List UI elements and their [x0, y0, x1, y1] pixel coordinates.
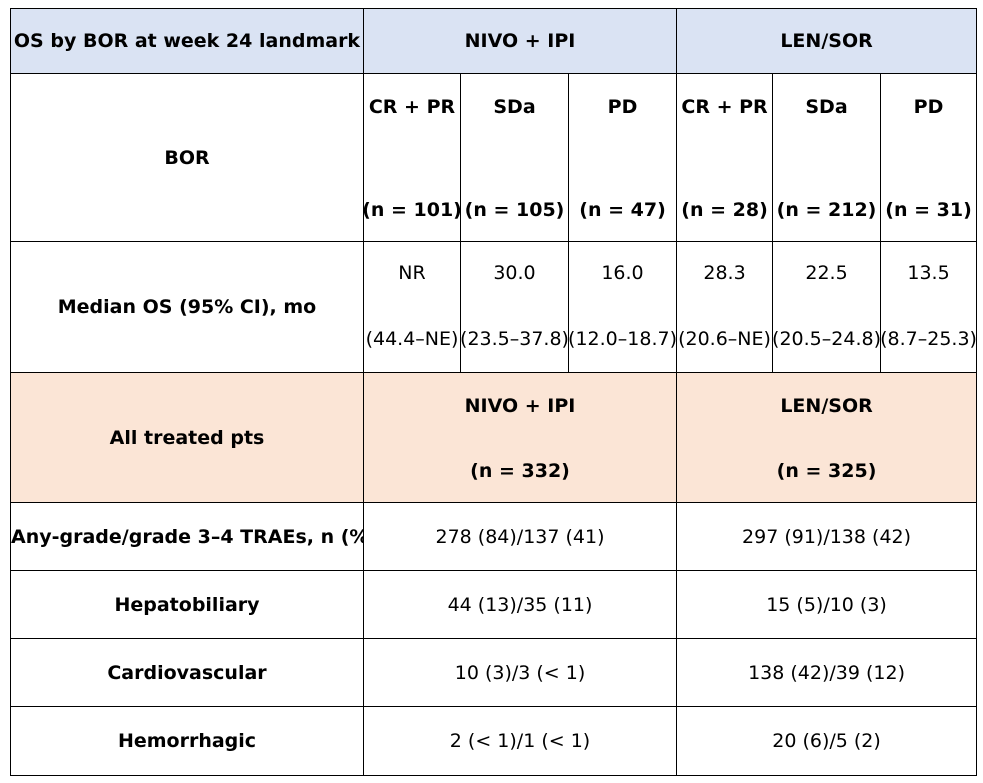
trae-value-nivo-ipi: 10 (3)/3 (< 1): [362, 638, 678, 707]
bor-group-cell: SDa (n = 212): [772, 73, 882, 242]
treated-arm-len-sor: LEN/SOR (n = 325): [676, 372, 978, 503]
bor-group-cell: PD (n = 47): [567, 73, 678, 242]
trae-value-len-sor: 15 (5)/10 (3): [676, 570, 978, 639]
trae-row: Any-grade/grade 3–4 TRAEs, n (%) 278 (84…: [10, 502, 978, 571]
bor-group-name: SDa: [493, 96, 536, 118]
arm-header-nivo-ipi: NIVO + IPI: [362, 8, 678, 74]
trae-row: Cardiovascular 10 (3)/3 (< 1) 138 (42)/3…: [10, 638, 978, 707]
treated-arm-n: (n = 325): [776, 460, 877, 482]
os-value-cell: 30.0 (23.5–37.8): [460, 241, 569, 373]
bor-group-n: (n = 31): [885, 199, 972, 221]
os-value-cell: 22.5 (20.5–24.8): [772, 241, 882, 373]
trae-value-len-sor: 20 (6)/5 (2): [676, 706, 978, 776]
bor-group-n: (n = 105): [464, 199, 565, 221]
os-median: NR: [398, 262, 426, 284]
trae-row: Hepatobiliary 44 (13)/35 (11) 15 (5)/10 …: [10, 570, 978, 639]
os-value-cell: 16.0 (12.0–18.7): [567, 241, 678, 373]
treated-label: All treated pts: [10, 372, 364, 503]
os-value-cell: 13.5 (8.7–25.3): [880, 241, 978, 373]
os-ci: (23.5–37.8): [460, 328, 569, 350]
trae-value-len-sor: 297 (91)/138 (42): [676, 502, 978, 571]
os-median: 30.0: [493, 262, 536, 284]
bor-group-cell: CR + PR (n = 101): [363, 73, 461, 242]
bor-group-cell: SDa (n = 105): [460, 73, 569, 242]
bor-group-n: (n = 212): [776, 199, 877, 221]
trae-label: Hepatobiliary: [10, 570, 364, 639]
treated-arm-name: NIVO + IPI: [464, 395, 576, 417]
os-value-cell: 28.3 (20.6–NE): [676, 241, 774, 373]
os-median: 16.0: [601, 262, 644, 284]
os-ci: (12.0–18.7): [568, 328, 677, 350]
trae-label: Cardiovascular: [10, 638, 364, 707]
os-median: 22.5: [805, 262, 848, 284]
bor-group-name: PD: [913, 96, 944, 118]
median-os-label: Median OS (95% CI), mo: [10, 241, 364, 373]
trae-value-nivo-ipi: 44 (13)/35 (11): [362, 570, 678, 639]
bor-row: BOR CR + PR (n = 101) SDa (n = 105) PD (n =…: [10, 73, 978, 242]
trae-label: Hemorrhagic: [10, 706, 364, 776]
bor-group-cell: CR + PR (n = 28): [676, 73, 774, 242]
os-median: 13.5: [907, 262, 950, 284]
arm-header-len-sor: LEN/SOR: [676, 8, 978, 74]
trae-label: Any-grade/grade 3–4 TRAEs, n (%): [10, 502, 364, 571]
results-table: OS by BOR at week 24 landmark NIVO + IPI…: [10, 8, 978, 776]
os-value-cell: NR (44.4–NE): [363, 241, 461, 373]
bor-label: BOR: [10, 73, 364, 242]
treated-header-row: All treated pts NIVO + IPI (n = 332) LEN/…: [10, 372, 978, 503]
bor-group-name: PD: [607, 96, 638, 118]
treated-arm-name: LEN/SOR: [780, 395, 873, 417]
trae-row: Hemorrhagic 2 (< 1)/1 (< 1) 20 (6)/5 (2): [10, 706, 978, 776]
table-title: OS by BOR at week 24 landmark: [10, 8, 364, 74]
bor-group-name: SDa: [805, 96, 848, 118]
bor-group-cell: PD (n = 31): [880, 73, 978, 242]
os-ci: (20.6–NE): [678, 328, 771, 350]
median-os-row: Median OS (95% CI), mo NR (44.4–NE) 30.0 (…: [10, 241, 978, 373]
trae-value-len-sor: 138 (42)/39 (12): [676, 638, 978, 707]
bor-group-n: (n = 47): [579, 199, 666, 221]
treated-arm-n: (n = 332): [470, 460, 570, 482]
os-ci: (20.5–24.8): [772, 328, 881, 350]
header-row: OS by BOR at week 24 landmark NIVO + IPI…: [10, 8, 978, 74]
bor-group-n: (n = 101): [363, 199, 461, 221]
bor-group-name: CR + PR: [368, 96, 456, 118]
os-median: 28.3: [703, 262, 746, 284]
trae-value-nivo-ipi: 278 (84)/137 (41): [362, 502, 678, 571]
trae-value-nivo-ipi: 2 (< 1)/1 (< 1): [362, 706, 678, 776]
os-ci: (44.4–NE): [365, 328, 459, 350]
treated-arm-nivo-ipi: NIVO + IPI (n = 332): [362, 372, 678, 503]
bor-group-n: (n = 28): [681, 199, 768, 221]
bor-group-name: CR + PR: [681, 96, 768, 118]
os-ci: (8.7–25.3): [880, 328, 977, 350]
